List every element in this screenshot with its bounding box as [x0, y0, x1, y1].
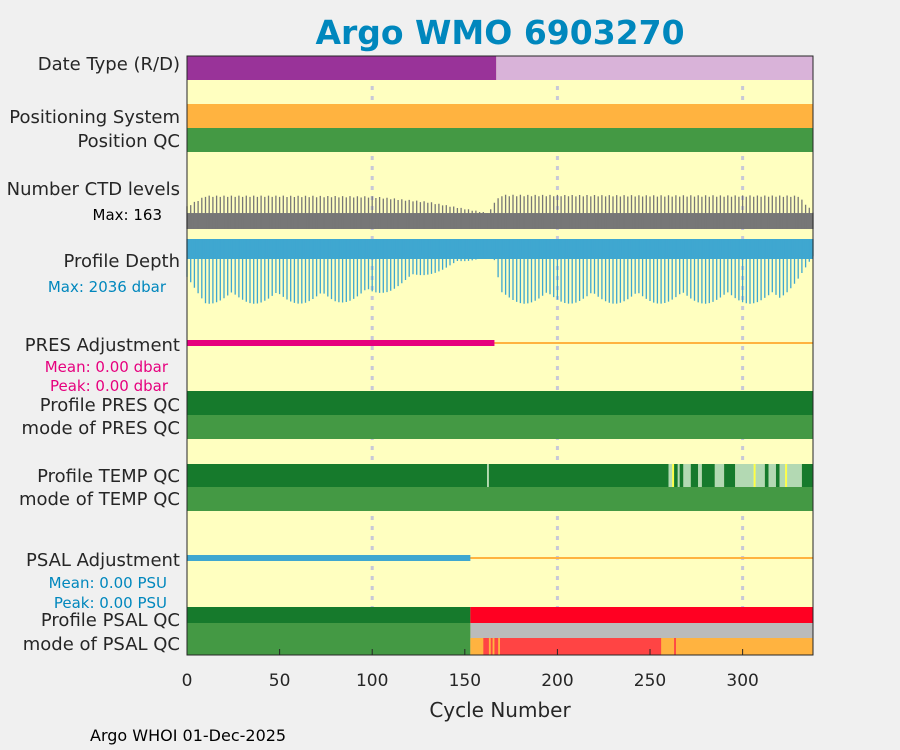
x-tick-label-100: 100 — [356, 671, 388, 691]
chart-title: Argo WMO 6903270 — [315, 13, 684, 52]
profile-temp-qc-segment-15 — [753, 464, 756, 487]
profile-temp-qc-segment-8 — [683, 464, 691, 487]
row-label-profile-temp-qc: Profile TEMP QC — [37, 466, 180, 487]
profile-temp-qc-segment-19 — [775, 464, 780, 487]
mode-psal-qc-red-segment-1 — [490, 638, 493, 655]
row-label-mode-psal-qc: mode of PSAL QC — [23, 634, 180, 655]
row-label-psal-adjustment: PSAL Adjustment — [26, 550, 180, 571]
x-tick-label-200: 200 — [541, 671, 573, 691]
mode-temp-qc-segment-0 — [187, 487, 813, 511]
pres-adjustment-mean: Mean: 0.00 dbar — [45, 358, 169, 376]
profile-temp-qc-segment-2 — [488, 464, 669, 487]
profile-depth-band — [187, 239, 813, 259]
profile-temp-qc-segment-12 — [714, 464, 725, 487]
pres-adjustment-peak: Peak: 0.00 dbar — [50, 377, 169, 395]
mode-psal-qc-red-segment-4 — [674, 638, 676, 655]
row-label-pres-adjustment: PRES Adjustment — [25, 335, 180, 356]
x-tick-label-250: 250 — [634, 671, 666, 691]
profile-temp-qc-segment-16 — [755, 464, 765, 487]
x-tick-label-0: 0 — [182, 671, 193, 691]
profile-temp-qc-segment-11 — [701, 464, 715, 487]
x-tick-label-50: 50 — [269, 671, 291, 691]
mode-psal-qc-red-segment-2 — [494, 638, 499, 655]
row-label-mode-pres-qc: mode of PRES QC — [22, 418, 180, 439]
mode-psal-qc-red-segment-0 — [483, 638, 489, 655]
x-tick-label-300: 300 — [726, 671, 758, 691]
psal-adjustment-mean: Mean: 0.00 PSU — [49, 574, 167, 592]
mode-psal-qc-segment-0 — [187, 638, 471, 655]
psal-adjustment-peak: Peak: 0.00 PSU — [54, 594, 167, 612]
profile-temp-qc-segment-20 — [779, 464, 786, 487]
mode-psal-qc-upper-green — [187, 623, 471, 638]
row-label-profile-pres-qc: Profile PRES QC — [40, 395, 180, 416]
profile-temp-qc-segment-5 — [674, 464, 678, 487]
profile-temp-qc-segment-21 — [785, 464, 788, 487]
ctd-levels-base — [187, 213, 813, 229]
profile-pres-qc-segment-0 — [187, 391, 813, 415]
row-label-profile-psal-qc: Profile PSAL QC — [41, 610, 180, 631]
date-type-segment-0 — [187, 56, 497, 80]
plot-frame — [186, 55, 814, 656]
mode-pres-qc-segment-0 — [187, 415, 813, 439]
row-label-date-type: Date Type (R/D) — [38, 54, 180, 75]
profile-temp-qc-segment-10 — [698, 464, 702, 487]
profile-psal-qc-segment-0 — [187, 607, 471, 623]
profile-temp-qc-segment-23 — [801, 464, 813, 487]
row-label-position-qc: Position QC — [77, 131, 180, 152]
position-qc-segment-0 — [187, 128, 813, 152]
profile-temp-qc-segment-17 — [764, 464, 769, 487]
plot-area — [186, 55, 814, 656]
x-axis-ticks: 0 50 100 150 200 250 300 — [182, 649, 759, 691]
row-label-profile-depth: Profile Depth — [63, 251, 180, 272]
ctd-max-note: Max: 163 — [93, 206, 162, 224]
profile-temp-qc-segment-7 — [679, 464, 684, 487]
row-label-ctd-levels: Number CTD levels — [7, 179, 180, 200]
profile-temp-qc-segment-18 — [768, 464, 776, 487]
mode-psal-qc-grey-band — [470, 623, 813, 638]
depth-max-note: Max: 2036 dbar — [48, 278, 167, 296]
profile-temp-qc-segment-1 — [487, 464, 489, 487]
x-axis-label: Cycle Number — [429, 698, 571, 722]
x-tick-label-150: 150 — [449, 671, 481, 691]
mode-psal-qc-red-segment-3 — [500, 638, 662, 655]
profile-temp-qc-segment-22 — [787, 464, 802, 487]
footer-credit: Argo WHOI 01-Dec-2025 — [90, 726, 286, 745]
row-label-positioning-system: Positioning System — [9, 107, 180, 128]
row-label-mode-temp-qc: mode of TEMP QC — [19, 489, 180, 510]
date-type-segment-1 — [496, 56, 813, 80]
profile-temp-qc-segment-4 — [672, 464, 675, 487]
profile-temp-qc-segment-3 — [668, 464, 673, 487]
positioning-system-segment-0 — [187, 104, 813, 128]
profile-temp-qc-segment-6 — [677, 464, 680, 487]
profile-temp-qc-segment-9 — [690, 464, 699, 487]
profile-temp-qc-segment-14 — [735, 464, 754, 487]
profile-temp-qc-segment-0 — [187, 464, 488, 487]
profile-psal-qc-segment-1 — [470, 607, 813, 623]
profile-temp-qc-segment-13 — [724, 464, 736, 487]
